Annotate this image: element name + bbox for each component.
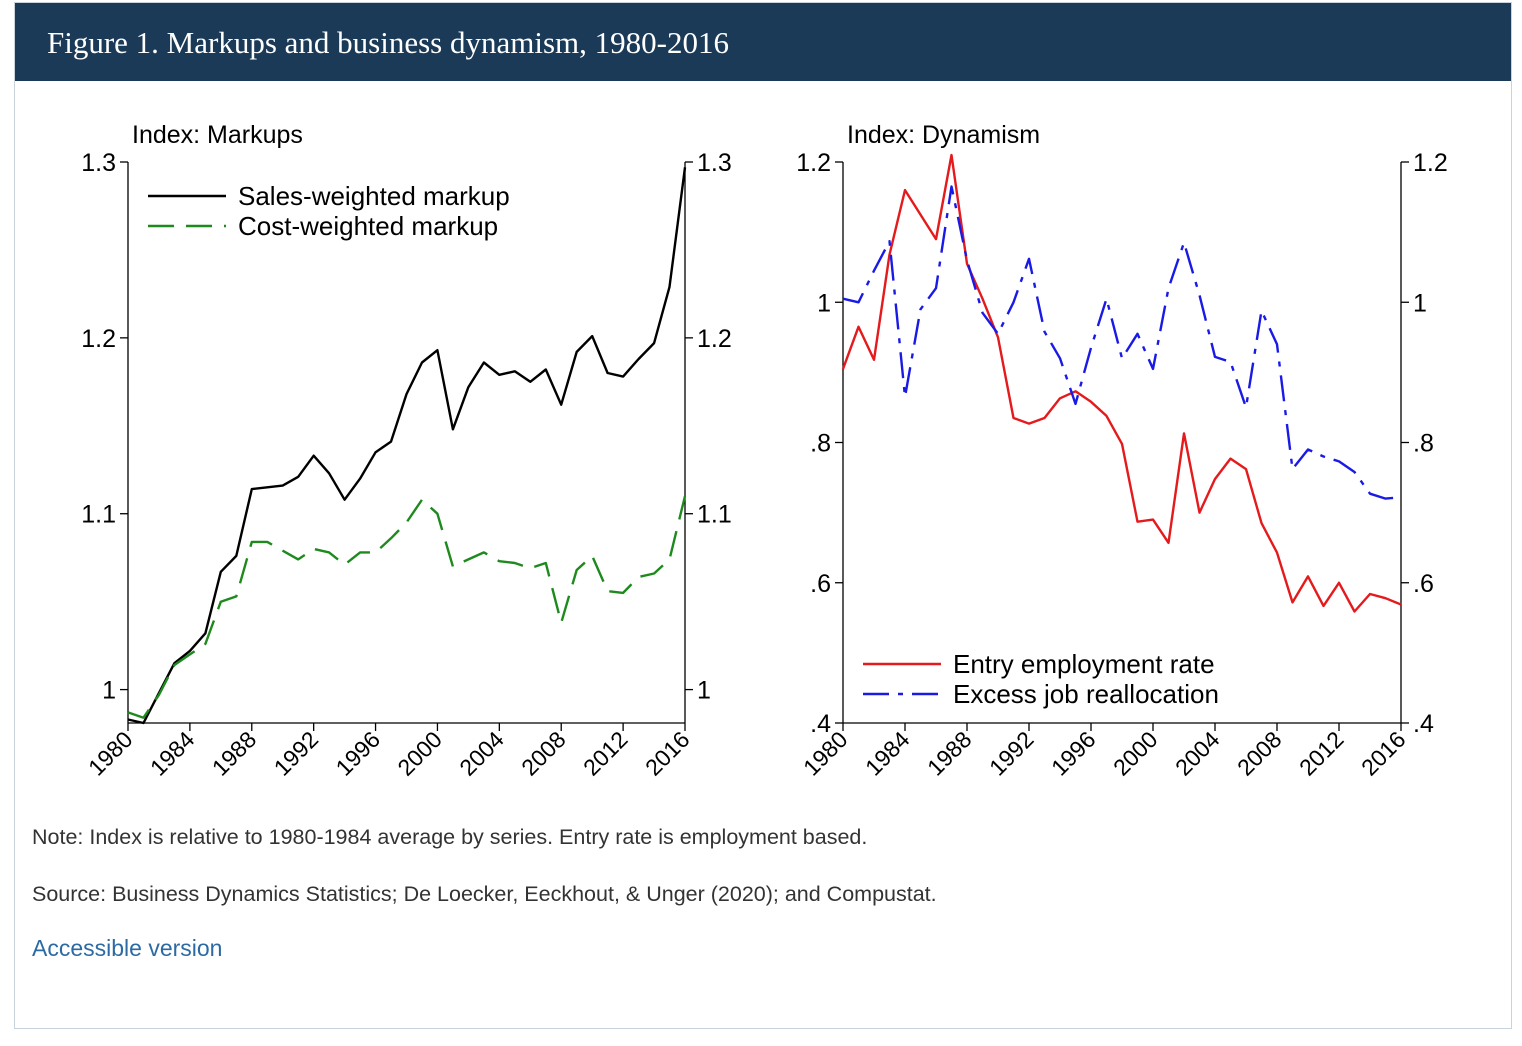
y-tick-label-right: 1.3 xyxy=(697,149,732,177)
x-tick-label: 2000 xyxy=(392,726,447,781)
legend-label-excess-job-reallocation: Excess job reallocation xyxy=(953,679,1219,709)
y-tick-label-left: 1.3 xyxy=(81,149,116,177)
y-tick-label-right: 1.2 xyxy=(697,325,732,353)
x-tick-label: 1988 xyxy=(922,726,977,781)
x-tick-label: 1980 xyxy=(798,726,853,781)
legend-label-cost-weighted-markup: Cost-weighted markup xyxy=(238,211,498,241)
y-tick-label-left: 1.2 xyxy=(796,149,831,177)
y-tick-label-left: 1.2 xyxy=(81,325,116,353)
figure-panel: Figure 1. Markups and business dynamism,… xyxy=(14,2,1512,1029)
y-tick-label-left: 1 xyxy=(102,677,116,705)
legend-label-entry-employment-rate: Entry employment rate xyxy=(953,649,1215,679)
series-line-excess-job-reallocation xyxy=(842,185,1402,500)
x-tick-label: 1984 xyxy=(860,726,915,781)
y-tick-label-right: .6 xyxy=(1413,570,1434,598)
figure-source: Source: Business Dynamics Statistics; De… xyxy=(32,882,937,906)
x-tick-label: 1996 xyxy=(331,726,386,781)
y-tick-label-right: .4 xyxy=(1413,710,1434,738)
x-tick-label: 2016 xyxy=(640,726,695,781)
y-axis-title: Index: Dynamism xyxy=(847,121,1040,149)
y-tick-label-left: 1 xyxy=(817,289,831,317)
y-tick-label-right: 1 xyxy=(697,677,711,705)
y-tick-label-left: .4 xyxy=(810,710,831,738)
x-tick-label: 2008 xyxy=(516,726,571,781)
x-tick-label: 2016 xyxy=(1356,726,1411,781)
accessible-version-link[interactable]: Accessible version xyxy=(32,935,223,961)
x-tick-label: 1996 xyxy=(1046,726,1101,781)
x-tick-label: 1980 xyxy=(83,726,138,781)
x-tick-label: 1992 xyxy=(269,726,324,781)
x-tick-label: 2012 xyxy=(1294,726,1349,781)
figure-header: Figure 1. Markups and business dynamism,… xyxy=(15,3,1511,81)
x-tick-label: 2004 xyxy=(1170,726,1225,781)
y-tick-label-right: 1.2 xyxy=(1413,149,1448,177)
y-tick-label-left: .8 xyxy=(810,430,831,458)
series-line-cost-weighted-markup xyxy=(127,495,687,719)
y-tick-label-right: .8 xyxy=(1413,430,1434,458)
y-tick-label-left: 1.1 xyxy=(81,501,116,529)
x-tick-label: 1992 xyxy=(984,726,1039,781)
x-tick-label: 2004 xyxy=(454,726,509,781)
y-tick-label-right: 1 xyxy=(1413,289,1427,317)
x-tick-label: 1984 xyxy=(145,726,200,781)
x-tick-label: 1988 xyxy=(207,726,262,781)
y-tick-label-left: .6 xyxy=(810,570,831,598)
legend-label-sales-weighted-markup: Sales-weighted markup xyxy=(238,181,510,211)
x-tick-label: 2012 xyxy=(578,726,633,781)
series-line-entry-employment-rate xyxy=(841,153,1402,613)
x-tick-label: 2008 xyxy=(1232,726,1287,781)
figure-title: Figure 1. Markups and business dynamism,… xyxy=(47,25,729,60)
series-line-sales-weighted-markup xyxy=(127,167,687,725)
figure-note: Note: Index is relative to 1980-1984 ave… xyxy=(32,825,868,849)
x-tick-label: 2000 xyxy=(1108,726,1163,781)
y-axis-title: Index: Markups xyxy=(132,121,303,149)
y-tick-label-right: 1.1 xyxy=(697,501,732,529)
